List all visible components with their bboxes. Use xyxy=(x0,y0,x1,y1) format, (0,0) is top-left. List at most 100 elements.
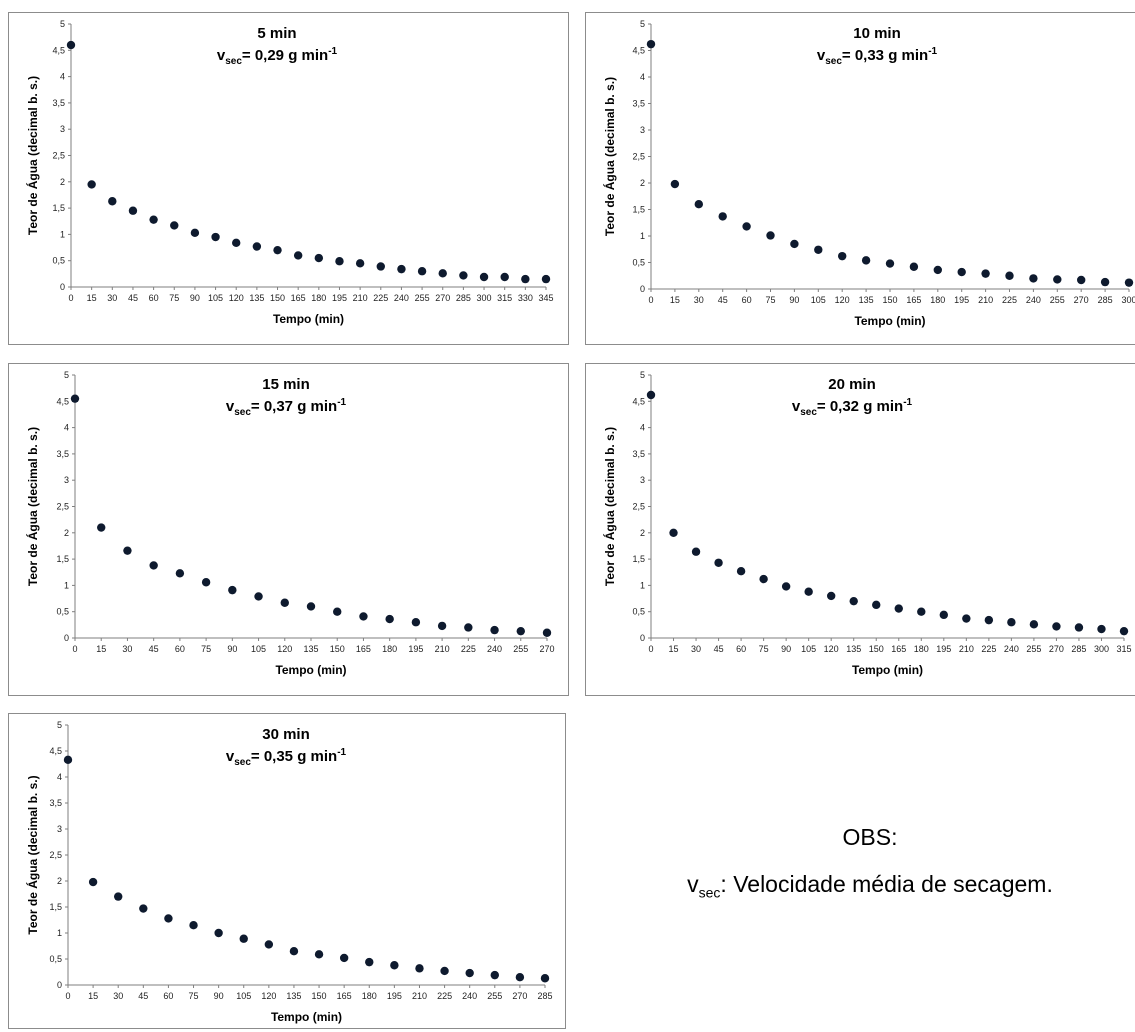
chart-title: 30 min xyxy=(262,726,310,743)
data-point xyxy=(957,267,966,277)
x-tick-label: 225 xyxy=(981,644,996,654)
data-point xyxy=(211,232,220,242)
data-point xyxy=(170,221,179,230)
data-point xyxy=(814,245,823,254)
x-tick-label: 75 xyxy=(169,293,179,303)
x-tick-label: 255 xyxy=(513,644,528,654)
subtitle-symbol: v xyxy=(226,748,235,765)
data-point xyxy=(1074,623,1084,632)
y-axis-label: Teor de Água (decimal b. s.) xyxy=(25,427,40,586)
data-point xyxy=(339,953,349,963)
x-axis-label: Tempo (min) xyxy=(275,663,346,677)
y-tick-label: 1 xyxy=(60,229,65,239)
y-axis-label: Teor de Água (decimal b. s.) xyxy=(25,76,40,235)
x-tick-label: 270 xyxy=(512,991,527,1001)
x-tick-label: 30 xyxy=(691,644,701,654)
y-tick-label: 3 xyxy=(640,125,645,135)
y-tick-label: 3,5 xyxy=(52,98,65,108)
x-tick-label: 150 xyxy=(270,293,285,303)
y-tick-label: 3 xyxy=(64,475,69,485)
data-point xyxy=(516,626,525,636)
data-point xyxy=(70,394,80,403)
subtitle-symbol: v xyxy=(792,398,801,415)
x-tick-label: 90 xyxy=(227,644,237,654)
x-tick-label: 0 xyxy=(65,991,70,1001)
chart-panel-10min: 0 0,5 1 1,5 2 2,5 3 3,5 4 4,5 5 0 15 30 45 60 75 90 105 120… xyxy=(585,12,1135,345)
y-tick-label: 4 xyxy=(64,423,69,433)
y-tick-label: 0,5 xyxy=(52,256,65,266)
y-tick-label: 2 xyxy=(60,177,65,187)
y-tick-label: 5 xyxy=(64,370,69,380)
data-point xyxy=(933,265,942,275)
y-tick-label: 2 xyxy=(64,528,69,538)
data-point xyxy=(280,598,289,607)
y-tick-label: 2 xyxy=(640,528,645,538)
chart-title: 15 min xyxy=(262,376,310,393)
data-point xyxy=(909,262,919,271)
y-tick-label: 0 xyxy=(640,633,645,643)
data-point xyxy=(293,251,303,260)
data-point xyxy=(385,614,394,624)
x-tick-label: 225 xyxy=(1002,295,1017,305)
data-point xyxy=(646,390,656,400)
y-tick-label: 4,5 xyxy=(632,46,645,56)
x-tick-label: 300 xyxy=(1094,644,1109,654)
x-tick-label: 60 xyxy=(742,295,752,305)
data-point xyxy=(108,197,117,206)
data-point xyxy=(804,587,813,596)
data-point xyxy=(437,621,447,631)
data-point xyxy=(459,271,468,280)
y-tick-label: 4,5 xyxy=(52,45,65,55)
obs-symbol-sub: sec xyxy=(698,884,721,901)
chart-subtitle: vsec= 0,35 g min-1 xyxy=(226,747,347,768)
data-point xyxy=(376,262,385,271)
subtitle-symbol: v xyxy=(226,398,235,415)
data-point xyxy=(714,558,723,567)
data-point xyxy=(464,623,473,632)
data-point xyxy=(390,961,399,970)
x-tick-label: 75 xyxy=(765,295,775,305)
data-point xyxy=(790,239,799,249)
x-tick-label: 300 xyxy=(477,293,492,303)
obs-text: : Velocidade média de secagem. xyxy=(720,871,1053,897)
x-tick-label: 270 xyxy=(1049,644,1064,654)
y-tick-label: 0,5 xyxy=(56,607,69,617)
y-tick-label: 4,5 xyxy=(56,396,69,406)
x-tick-label: 210 xyxy=(978,295,993,305)
data-point xyxy=(397,264,406,274)
x-tick-label: 150 xyxy=(330,644,345,654)
y-axis-label: Teor de Água (decimal b. s.) xyxy=(25,775,40,934)
x-tick-label: 330 xyxy=(518,293,533,303)
x-tick-label: 315 xyxy=(1116,644,1131,654)
data-point xyxy=(228,585,237,595)
data-point xyxy=(826,591,836,601)
subtitle-superscript: -1 xyxy=(337,747,346,758)
y-tick-label: 4,5 xyxy=(49,746,62,756)
subtitle-superscript: -1 xyxy=(928,46,937,57)
x-tick-label: 270 xyxy=(539,644,554,654)
data-point xyxy=(114,892,123,901)
data-point xyxy=(646,39,656,49)
y-tick-label: 3 xyxy=(57,824,62,834)
y-tick-label: 3 xyxy=(640,475,645,485)
x-tick-label: 165 xyxy=(906,295,921,305)
x-tick-label: 0 xyxy=(648,644,653,654)
y-tick-label: 2 xyxy=(640,178,645,188)
data-point xyxy=(63,755,73,765)
subtitle-subscript: sec xyxy=(234,407,251,418)
data-point xyxy=(939,610,949,620)
data-point xyxy=(465,968,474,978)
data-point xyxy=(1007,618,1016,627)
data-point xyxy=(479,272,489,282)
data-point xyxy=(1029,620,1039,629)
x-tick-label: 75 xyxy=(201,644,211,654)
y-axis-label: Teor de Água (decimal b. s.) xyxy=(602,77,617,236)
data-point xyxy=(984,615,994,625)
x-tick-label: 270 xyxy=(1074,295,1089,305)
y-tick-label: 1,5 xyxy=(49,902,62,912)
x-tick-label: 120 xyxy=(835,295,850,305)
subtitle-value: = 0,29 g min xyxy=(242,47,328,64)
x-tick-label: 105 xyxy=(801,644,816,654)
x-tick-label: 180 xyxy=(362,991,377,1001)
x-tick-label: 210 xyxy=(435,644,450,654)
